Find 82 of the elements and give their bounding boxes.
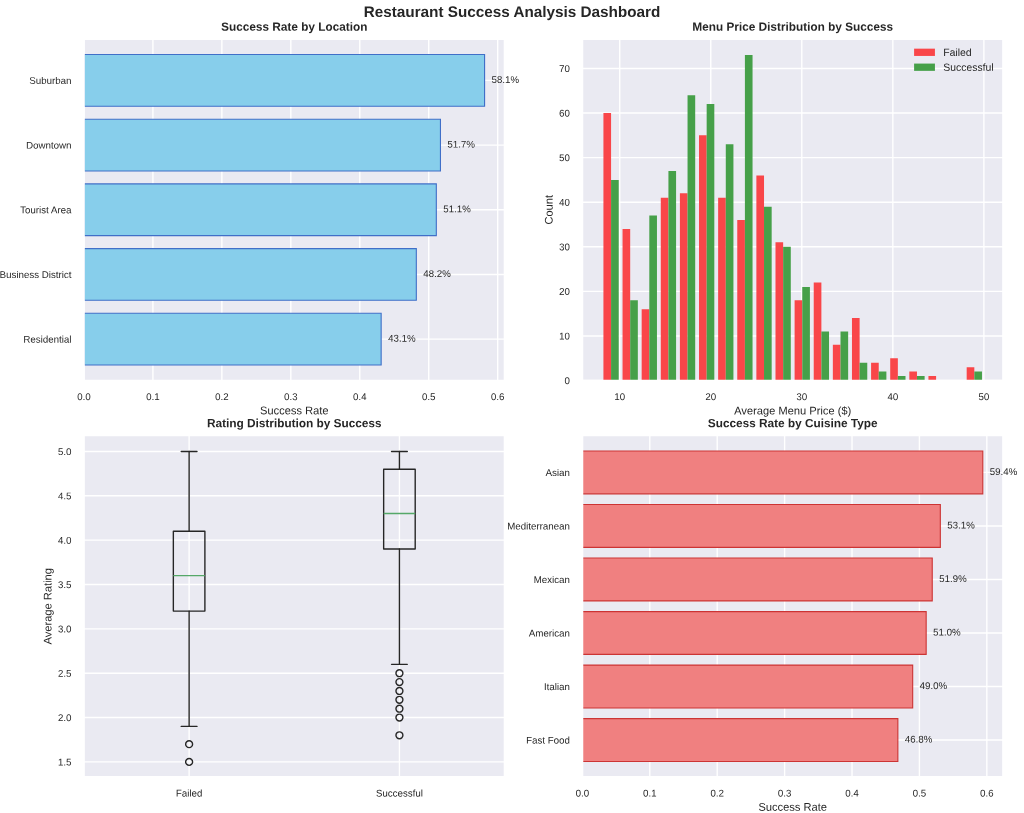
x-tick-label: 0.4 (353, 393, 367, 401)
bar (83, 53, 486, 107)
bar (582, 611, 927, 655)
y-axis-title: Count (544, 195, 553, 225)
y-tick-label: 70 (559, 65, 570, 73)
bar (83, 118, 442, 172)
y-tick-label: Tourist Area (20, 206, 72, 214)
bar (582, 557, 933, 602)
x-tick-label: 50 (978, 393, 989, 401)
text: Restaurant Success Analysis Dashboard (364, 5, 660, 21)
y-tick-label: Residential (24, 335, 71, 343)
y-tick-label: Fast Food (526, 736, 570, 744)
data-label: 51.0% (933, 628, 961, 636)
x-tick-label: 10 (615, 393, 625, 401)
data-label: 49.0% (919, 682, 947, 690)
bar (582, 503, 941, 548)
bar (83, 248, 417, 301)
y-tick-label: 3.5 (58, 581, 72, 589)
bar (83, 312, 382, 366)
data-label: 58.1% (491, 76, 519, 84)
x-tick-label: 0.2 (710, 789, 724, 797)
x-tick-label: 0.2 (215, 393, 229, 401)
x-tick-label: 0.3 (778, 789, 791, 797)
y-tick-label: 20 (559, 288, 570, 295)
x-tick-label: 0.6 (980, 789, 994, 797)
x-tick-label: Successful (376, 789, 423, 797)
x-tick-label: 0.1 (146, 393, 160, 401)
y-tick-label: 0 (564, 377, 570, 385)
y-tick-label: 5.0 (58, 448, 72, 456)
bar (582, 450, 984, 495)
y-tick-label: Business District (0, 270, 72, 279)
x-tick-label: 0.4 (845, 789, 859, 797)
x-tick-label: 40 (887, 393, 898, 401)
x-axis-title: Success Rate (260, 406, 329, 415)
chart-title: Menu Price Distribution by Success (693, 22, 893, 34)
legend-label: Successful (943, 63, 993, 71)
y-tick-label: 4.0 (58, 536, 72, 544)
x-tick-label: 0.1 (643, 789, 657, 797)
chart-title: Success Rate by Location (221, 22, 367, 34)
bar (582, 664, 914, 709)
x-axis-title: Average Menu Price ($) (734, 406, 851, 417)
y-tick-label: 50 (559, 154, 570, 162)
data-label: 51.7% (447, 140, 475, 148)
x-tick-label: 0.5 (913, 789, 926, 797)
x-tick-label: 20 (705, 393, 716, 401)
x-tick-label: 0.6 (491, 393, 505, 401)
y-tick-label: 4.5 (58, 492, 72, 500)
y-tick-label: 40 (559, 198, 570, 206)
x-tick-label: Failed (176, 789, 202, 797)
y-tick-label: American (528, 629, 570, 637)
chart-title: Rating Distribution by Success (207, 418, 382, 430)
x-axis-title: Success Rate (758, 803, 827, 811)
data-label: 51.9% (939, 575, 967, 583)
y-tick-label: 2.5 (58, 669, 72, 677)
data-label: 43.1% (388, 334, 416, 342)
y-tick-label: 1.5 (58, 758, 72, 766)
y-tick-label: 10 (559, 332, 570, 340)
data-label: 48.2% (423, 270, 451, 278)
data-label: 53.1% (947, 521, 975, 529)
data-label: 59.4% (990, 468, 1017, 476)
y-tick-label: Downtown (26, 141, 71, 149)
x-tick-label: 30 (796, 393, 807, 401)
y-tick-label: Mexican (534, 575, 570, 584)
y-tick-label: Asian (545, 468, 570, 477)
x-tick-label: 0.3 (284, 393, 298, 401)
y-tick-label: Suburban (29, 76, 71, 85)
y-tick-label: 60 (559, 109, 570, 117)
data-label: 51.1% (443, 205, 471, 213)
y-tick-label: 30 (559, 243, 570, 251)
bar (83, 183, 437, 237)
chart-title: Success Rate by Cuisine Type (708, 418, 878, 430)
legend-label: Failed (944, 48, 971, 57)
x-tick-label: 0.0 (77, 393, 91, 401)
data-label: 46.8% (905, 735, 933, 743)
x-tick-label: 0.5 (422, 393, 436, 401)
y-tick-label: 3.0 (58, 625, 72, 633)
y-tick-label: 2.0 (58, 714, 72, 722)
y-tick-label: Italian (544, 683, 570, 691)
x-tick-label: 0.0 (576, 789, 589, 797)
y-axis-title: Average Rating (43, 568, 54, 645)
bar (582, 718, 899, 763)
y-tick-label: Mediterranean (508, 522, 570, 530)
